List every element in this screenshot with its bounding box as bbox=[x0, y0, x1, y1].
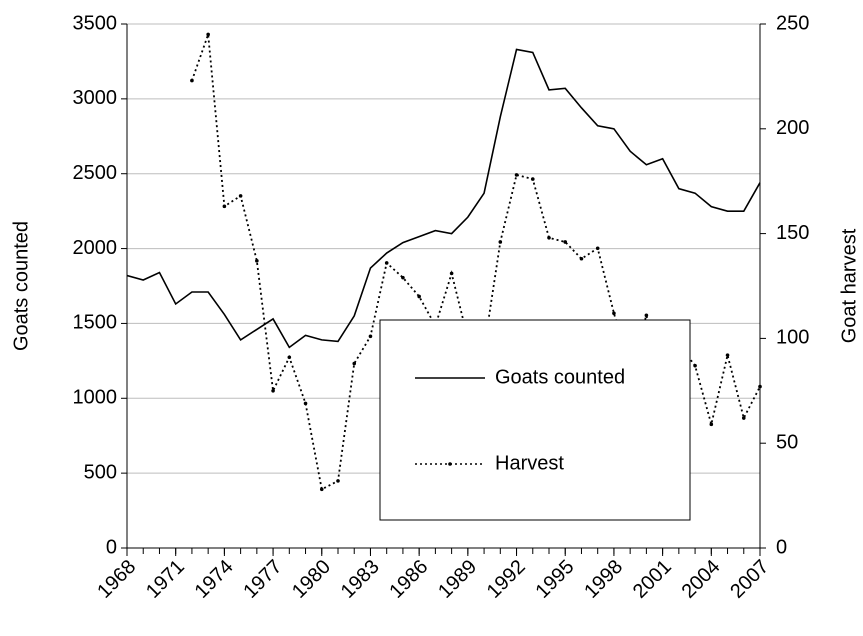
series-marker bbox=[417, 294, 421, 299]
series-marker bbox=[303, 401, 308, 406]
y-tick-label: 500 bbox=[84, 461, 117, 483]
x-tick-label: 1989 bbox=[434, 556, 481, 603]
y2-tick-label: 250 bbox=[776, 12, 809, 34]
series-marker bbox=[709, 422, 714, 427]
y-tick-label: 1500 bbox=[73, 312, 118, 334]
x-tick-label: 2004 bbox=[678, 556, 725, 603]
x-tick-label: 1983 bbox=[337, 556, 384, 603]
series-marker bbox=[547, 235, 551, 240]
series-marker bbox=[384, 261, 389, 265]
series-marker bbox=[352, 361, 357, 366]
series-line bbox=[126, 48, 761, 349]
x-tick-label: 1971 bbox=[142, 556, 189, 603]
x-tick-label: 2007 bbox=[726, 556, 773, 603]
series-marker bbox=[368, 334, 373, 339]
series-marker bbox=[563, 240, 568, 244]
series-marker bbox=[206, 32, 210, 37]
y2-tick-label: 50 bbox=[776, 431, 798, 453]
y-axis-label: Goats counted bbox=[10, 221, 32, 351]
series-marker bbox=[741, 416, 746, 420]
x-tick-label: 1995 bbox=[531, 556, 578, 603]
series-marker bbox=[319, 487, 324, 492]
series-marker bbox=[498, 240, 503, 244]
series-marker bbox=[514, 173, 519, 177]
x-tick-label: 1998 bbox=[580, 556, 627, 603]
series-marker bbox=[222, 204, 227, 209]
series-marker bbox=[190, 78, 194, 83]
series-marker bbox=[725, 353, 730, 357]
y2-tick-label: 100 bbox=[776, 327, 809, 349]
series-marker bbox=[238, 194, 243, 198]
y2-tick-label: 0 bbox=[776, 536, 787, 558]
legend-label: Harvest bbox=[495, 452, 564, 474]
y-tick-label: 3000 bbox=[73, 87, 118, 109]
y-tick-label: 1000 bbox=[73, 387, 118, 409]
y-tick-label: 2000 bbox=[73, 237, 118, 259]
y2-tick-label: 150 bbox=[776, 222, 809, 244]
series-marker bbox=[693, 363, 697, 368]
y2-axis-label: Goat harvest bbox=[838, 228, 860, 343]
series-marker bbox=[579, 256, 584, 261]
series-marker bbox=[612, 311, 616, 316]
series-marker bbox=[255, 259, 259, 263]
x-tick-label: 1986 bbox=[385, 556, 432, 603]
x-tick-label: 1992 bbox=[483, 556, 530, 603]
y2-tick-label: 200 bbox=[776, 117, 809, 139]
x-tick-label: 1980 bbox=[288, 556, 335, 603]
series-marker bbox=[644, 313, 649, 318]
series-marker bbox=[271, 389, 275, 393]
legend-box bbox=[379, 319, 691, 521]
x-tick-label: 1977 bbox=[239, 556, 286, 603]
y-tick-label: 0 bbox=[106, 536, 117, 558]
y-tick-label: 2500 bbox=[73, 162, 118, 184]
x-tick-label: 2001 bbox=[629, 556, 676, 603]
x-tick-label: 1974 bbox=[191, 556, 238, 603]
legend-label: Goats counted bbox=[495, 366, 625, 388]
legend-marker bbox=[448, 462, 452, 466]
series-marker bbox=[401, 275, 405, 280]
x-tick-label: 1968 bbox=[93, 556, 140, 603]
series-marker bbox=[595, 246, 600, 251]
series-marker bbox=[287, 355, 292, 360]
series-marker bbox=[449, 271, 454, 276]
series-marker bbox=[530, 177, 535, 181]
series-marker bbox=[758, 384, 762, 389]
series-marker bbox=[336, 479, 340, 483]
y-tick-label: 3500 bbox=[73, 12, 118, 34]
